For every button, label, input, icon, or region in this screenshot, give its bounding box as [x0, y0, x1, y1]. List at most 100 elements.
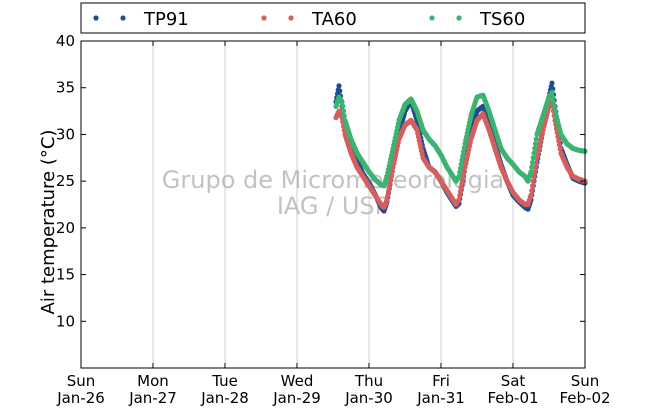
data-point: [556, 142, 563, 148]
data-point: [339, 99, 345, 105]
x-tick-day: Sun: [67, 372, 96, 390]
data-point: [460, 153, 466, 159]
x-tick-day: Wed: [281, 372, 314, 390]
data-point: [385, 193, 391, 199]
plot-frame: [80, 40, 586, 369]
legend: TP91 TA60 TS60: [80, 2, 586, 34]
data-point: [550, 94, 556, 100]
y-tick-label: 10: [56, 312, 75, 330]
data-point: [531, 173, 537, 180]
data-point: [529, 159, 536, 166]
legend-label: TS60: [479, 9, 525, 30]
data-point: [556, 138, 562, 144]
data-point: [457, 165, 464, 171]
legend-marker: [456, 15, 462, 21]
data-point: [384, 197, 390, 203]
data-point: [387, 180, 393, 187]
x-tick-date: Jan-30: [344, 389, 393, 407]
data-point: [458, 184, 464, 191]
data-point: [528, 192, 534, 198]
legend-marker: [120, 15, 126, 21]
x-tick-day: Mon: [137, 372, 169, 390]
y-tick-label: 30: [56, 125, 75, 143]
data-point: [530, 155, 536, 161]
data-point: [529, 183, 536, 189]
legend-marker: [288, 15, 294, 21]
y-axis: 10 15 20 25 30 35 40: [56, 32, 585, 330]
data-point: [528, 169, 534, 175]
series-TS60: [333, 89, 588, 189]
data-point: [531, 150, 537, 156]
watermark-line-2: IAG / USP: [277, 192, 389, 220]
data-point: [460, 149, 467, 155]
y-tick-label: 20: [56, 219, 75, 237]
legend-frame: [80, 2, 586, 34]
legend-item-TA60: TA60: [261, 9, 357, 30]
data-point: [549, 80, 555, 86]
data-point: [457, 193, 463, 199]
legend-marker: [429, 15, 435, 21]
legend-label: TA60: [311, 9, 357, 30]
data-point: [457, 189, 464, 195]
legend-label: TP91: [143, 9, 189, 30]
x-tick-day: Sun: [571, 372, 600, 390]
data-point: [385, 189, 392, 195]
data-point: [458, 161, 464, 167]
data-point: [530, 178, 536, 184]
data-point: [551, 103, 557, 109]
data-point: [457, 169, 463, 175]
data-point: [532, 169, 538, 175]
x-tick-date: Jan-29: [272, 389, 321, 407]
data-point: [459, 180, 465, 187]
series-TA60: [333, 99, 588, 210]
data-point: [550, 99, 557, 105]
data-point: [388, 176, 394, 182]
y-tick-label: 35: [56, 79, 75, 97]
data-point: [456, 173, 462, 180]
x-tick-date: Jan-31: [416, 389, 465, 407]
data-point: [386, 184, 392, 191]
legend-item-TS60: TS60: [429, 9, 525, 30]
y-tick-label: 25: [56, 172, 75, 190]
x-tick-day: Sat: [501, 372, 526, 390]
data-point: [460, 172, 467, 178]
data-point: [336, 83, 342, 89]
data-point: [388, 172, 395, 178]
data-points: [333, 80, 588, 214]
data-point: [337, 88, 343, 94]
x-axis: SunJan-26MonJan-27TueJan-28WedJan-29ThuJ…: [56, 41, 611, 407]
y-axis-title: Air temperature (°C): [38, 130, 59, 315]
data-point: [533, 136, 539, 142]
x-tick-date: Feb-01: [487, 389, 538, 407]
data-point: [340, 103, 346, 109]
legend-marker: [93, 15, 99, 21]
x-tick-day: Thu: [354, 372, 383, 390]
x-tick-date: Feb-02: [559, 389, 610, 407]
data-point: [461, 168, 467, 174]
y-tick-label: 15: [56, 266, 75, 284]
x-tick-day: Fri: [432, 372, 450, 390]
x-tick-date: Jan-28: [200, 389, 249, 407]
x-tick-date: Jan-27: [128, 389, 177, 407]
data-point: [532, 145, 538, 152]
y-tick-label: 40: [56, 32, 75, 50]
x-tick-date: Jan-26: [56, 389, 105, 407]
legend-marker: [261, 15, 267, 21]
data-point: [529, 164, 535, 170]
data-point: [532, 164, 539, 170]
legend-item-TP91: TP91: [93, 9, 189, 30]
data-point: [557, 146, 563, 152]
data-point: [549, 89, 555, 95]
data-point: [456, 197, 462, 203]
data-point: [529, 187, 535, 194]
x-tick-day: Tue: [211, 372, 238, 390]
data-point: [341, 113, 347, 119]
data-point: [532, 141, 539, 147]
data-point: [461, 145, 467, 151]
data-point: [460, 176, 466, 182]
data-point: [340, 108, 347, 114]
data-point: [533, 159, 539, 166]
grid: [152, 41, 514, 368]
data-point: [459, 157, 465, 163]
